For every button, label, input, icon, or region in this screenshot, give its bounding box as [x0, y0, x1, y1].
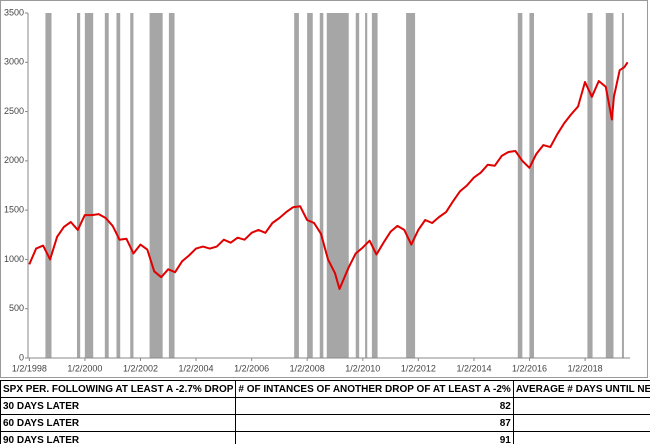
- cell: 82: [235, 397, 514, 415]
- y-tick-label: 3500: [4, 7, 24, 17]
- row: 90 DAYS LATER9113.31: [0, 431, 650, 444]
- x-tick-label: 1/2/2014: [456, 363, 491, 373]
- shaded-period: [130, 13, 134, 358]
- cell: 90 DAYS LATER: [0, 431, 237, 444]
- shaded-period: [605, 13, 614, 358]
- shaded-period: [76, 13, 81, 358]
- y-tick-label: 2500: [4, 106, 24, 116]
- y-tick-label: 2000: [4, 155, 24, 165]
- shaded-period: [319, 13, 324, 358]
- x-tick-label: 1/2/2018: [568, 363, 603, 373]
- shaded-period: [621, 13, 624, 358]
- cell: 60 DAYS LATER: [0, 414, 237, 432]
- chart-border: [0, 0, 648, 378]
- x-tick-label: 1/2/2008: [290, 363, 325, 373]
- cell: 13.31: [512, 431, 650, 444]
- header-row: SPX PER. FOLLOWING AT LEAST A -2.7% DROP…: [0, 380, 650, 398]
- x-tick-label: 1/2/2010: [345, 363, 380, 373]
- cell: 10.67: [512, 414, 650, 432]
- stats-table: SPX PER. FOLLOWING AT LEAST A -2.7% DROP…: [0, 380, 650, 444]
- shaded-period: [517, 13, 523, 358]
- header-cell: SPX PER. FOLLOWING AT LEAST A -2.7% DROP: [0, 380, 237, 398]
- cell: 87: [235, 414, 514, 432]
- shaded-period: [168, 13, 175, 358]
- y-tick-label: 3000: [4, 57, 24, 67]
- shaded-period: [355, 13, 360, 358]
- shaded-period: [294, 13, 299, 358]
- shaded-period: [529, 13, 534, 358]
- chart: 0 500 1000 1500 2000 2500 3000 3500 1/2/1998 1/2/…: [0, 0, 648, 378]
- x-tick-label: 1/2/2004: [179, 363, 214, 373]
- cell: 30 DAYS LATER: [0, 397, 237, 415]
- shaded-period: [365, 13, 368, 358]
- row: 60 DAYS LATER8710.67: [0, 414, 650, 432]
- cell: 6.33: [512, 397, 650, 415]
- shaded-period: [104, 13, 109, 358]
- shaded-period: [45, 13, 52, 358]
- x-tick-label: 1/2/2006: [234, 363, 269, 373]
- shaded-period: [84, 13, 94, 358]
- x-tick-label: 1/2/1998: [12, 363, 47, 373]
- x-tick-label: 1/2/2016: [512, 363, 547, 373]
- shaded-period: [326, 13, 349, 358]
- shaded-period: [371, 13, 378, 358]
- header-cell: # OF INTANCES OF ANOTHER DROP OF AT LEAS…: [235, 380, 514, 398]
- x-tick-label: 1/2/2000: [67, 363, 102, 373]
- shaded-period: [116, 13, 121, 358]
- shaded-period: [307, 13, 313, 358]
- shaded-period: [406, 13, 416, 358]
- y-tick-label: 0: [19, 352, 24, 362]
- shaded-period: [149, 13, 163, 358]
- line: [28, 61, 629, 290]
- x-tick-label: 1/2/2012: [401, 363, 436, 373]
- y-tick-label: 1000: [4, 254, 24, 264]
- cell: 91: [235, 431, 514, 444]
- y-tick-label: 1500: [4, 205, 24, 215]
- shaded-period: [587, 13, 593, 358]
- header-cell: AVERAGE # DAYS UNTIL NEXT -2% DROP: [512, 380, 650, 398]
- x-tick-label: 1/2/2002: [123, 363, 158, 373]
- y-tick-label: 500: [9, 303, 24, 313]
